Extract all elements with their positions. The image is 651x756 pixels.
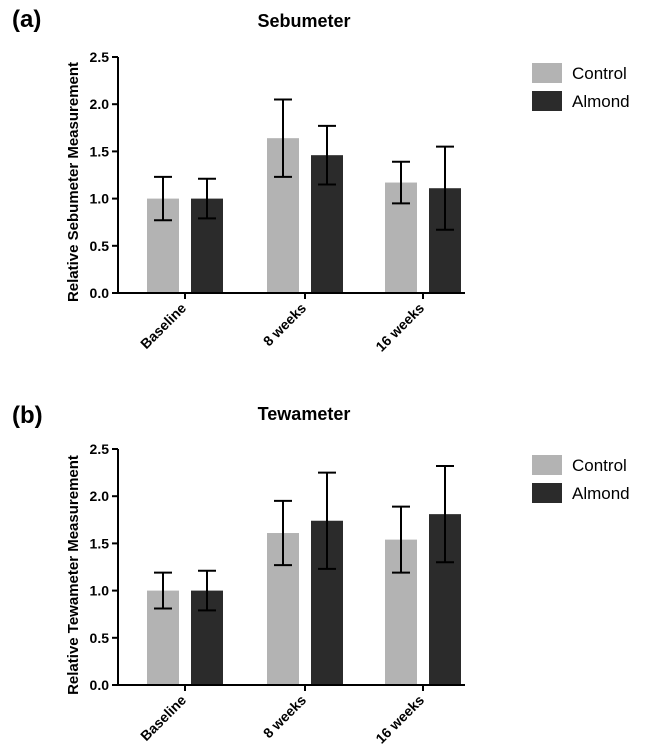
y-tick-label-tewameter-0: 0.0 xyxy=(90,677,110,693)
y-tick-label-sebumeter-4: 2.0 xyxy=(90,96,110,112)
legend-swatch-sebumeter-0 xyxy=(532,63,562,83)
chart-title-tewameter: Tewameter xyxy=(258,404,351,424)
panel-label-a: (a) xyxy=(12,6,41,33)
chart-title-sebumeter: Sebumeter xyxy=(257,11,350,31)
legend-label-tewameter-0: Control xyxy=(572,456,627,475)
category-label-tewameter-0: Baseline xyxy=(137,692,189,744)
y-tick-label-tewameter-2: 1.0 xyxy=(90,583,110,599)
y-tick-label-sebumeter-3: 1.5 xyxy=(90,143,110,159)
y-tick-label-sebumeter-5: 2.5 xyxy=(90,49,110,65)
y-tick-label-tewameter-4: 2.0 xyxy=(90,488,110,504)
y-tick-label-tewameter-3: 1.5 xyxy=(90,535,110,551)
y-tick-label-sebumeter-2: 1.0 xyxy=(90,191,110,207)
category-label-tewameter-1: 8 weeks xyxy=(260,692,309,741)
y-axis-label-tewameter: Relative Tewameter Measurement xyxy=(65,455,82,695)
category-label-sebumeter-2: 16 weeks xyxy=(372,300,427,355)
legend-swatch-tewameter-0 xyxy=(532,455,562,475)
panel-tewameter: (b) Tewameter Relative Tewameter Measure… xyxy=(12,402,630,747)
y-tick-label-tewameter-5: 2.5 xyxy=(90,441,110,457)
y-tick-label-tewameter-1: 0.5 xyxy=(90,630,110,646)
legend-label-sebumeter-0: Control xyxy=(572,64,627,83)
category-label-tewameter-2: 16 weeks xyxy=(372,692,427,747)
panel-sebumeter: (a) Sebumeter Relative Sebumeter Measure… xyxy=(12,6,630,355)
y-tick-label-sebumeter-0: 0.0 xyxy=(90,285,110,301)
legend-label-tewameter-1: Almond xyxy=(572,484,630,503)
legend-label-sebumeter-1: Almond xyxy=(572,92,630,111)
y-axis-label-sebumeter: Relative Sebumeter Measurement xyxy=(65,62,82,302)
category-label-sebumeter-1: 8 weeks xyxy=(260,300,309,349)
y-tick-label-sebumeter-1: 0.5 xyxy=(90,238,110,254)
panel-label-b: (b) xyxy=(12,402,43,429)
category-label-sebumeter-0: Baseline xyxy=(137,300,189,352)
legend-swatch-sebumeter-1 xyxy=(532,91,562,111)
legend-swatch-tewameter-1 xyxy=(532,483,562,503)
